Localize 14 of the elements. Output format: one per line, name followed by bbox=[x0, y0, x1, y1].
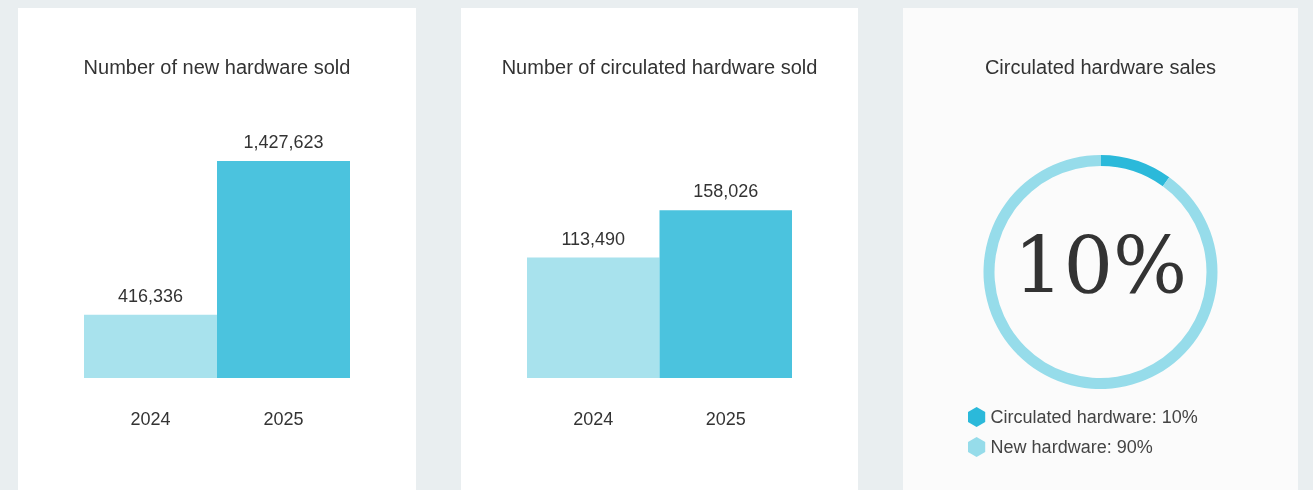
legend-label: New hardware: 90% bbox=[990, 437, 1153, 457]
chart-title: Number of new hardware sold bbox=[83, 56, 351, 78]
data-label: 416,336 bbox=[117, 285, 184, 306]
data-label: 158,026 bbox=[693, 181, 759, 202]
data-label: 1,427,623 bbox=[243, 132, 324, 152]
data-label: 113,490 bbox=[561, 228, 626, 249]
x-tick-label: 2024 bbox=[130, 409, 171, 429]
x-tick-label: 2025 bbox=[263, 409, 304, 429]
x-tick-label: 2025 bbox=[705, 409, 746, 429]
chart-title: Circulated hardware sales bbox=[984, 56, 1217, 78]
x-tick-label: 2024 bbox=[573, 409, 614, 429]
chart-title: Number of circulated hardware sold bbox=[501, 56, 818, 78]
text: 10% bbox=[1013, 221, 1188, 311]
legend-label: Circulated hardware: 10% bbox=[990, 407, 1198, 427]
